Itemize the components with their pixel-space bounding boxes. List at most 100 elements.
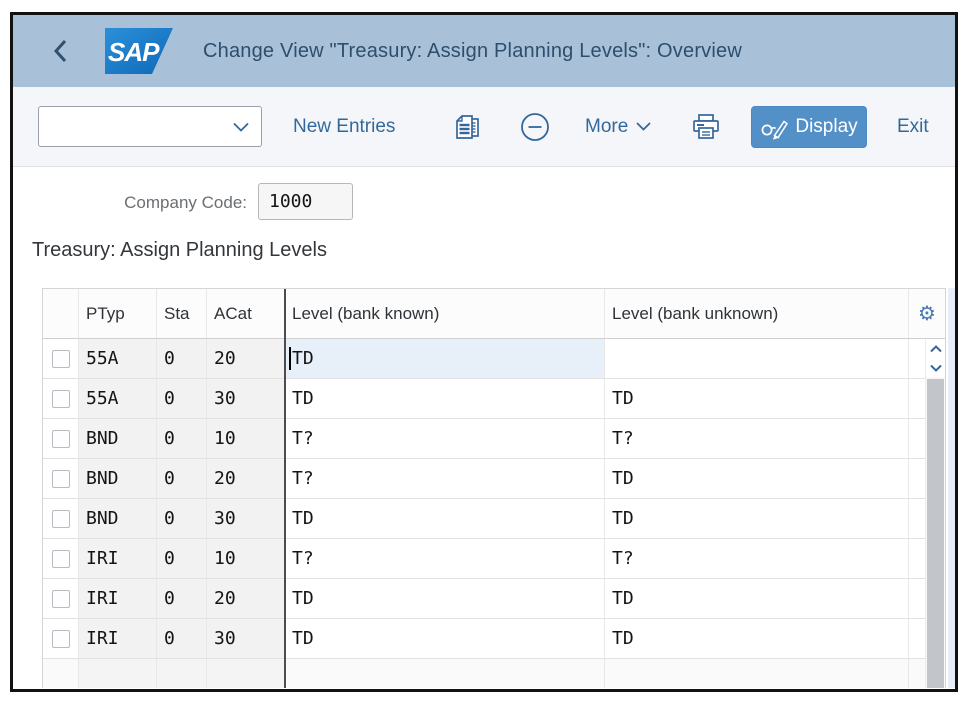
- display-button-label: Display: [795, 116, 858, 137]
- page-scrollbar-track: [948, 288, 955, 688]
- table-row: BND 0 10 T? T?: [43, 419, 945, 459]
- level-unknown-cell[interactable]: TD: [605, 499, 909, 538]
- display-toggle-button[interactable]: Display: [751, 106, 867, 148]
- chevron-down-icon: [929, 364, 942, 372]
- selection-corner: [595, 368, 607, 380]
- deselect-button[interactable]: [519, 87, 551, 166]
- level-known-cell[interactable]: TD: [285, 379, 605, 418]
- level-known-cell[interactable]: T?: [285, 459, 605, 498]
- row-select-cell: [43, 499, 79, 538]
- back-chevron-icon: [53, 39, 67, 63]
- chevron-down-icon: [636, 122, 651, 131]
- table-body: 55A 0 20 TD 55A 0 30 TD TD BND 0 10 T? T…: [43, 339, 945, 659]
- more-menu-button[interactable]: More: [585, 87, 651, 166]
- row-checkbox[interactable]: [51, 429, 70, 448]
- level-unknown-cell[interactable]: T?: [605, 419, 909, 458]
- col-header-ptyp: PTyp: [79, 289, 157, 338]
- new-entries-button[interactable]: New Entries: [293, 115, 396, 137]
- level-unknown-cell[interactable]: TD: [605, 619, 909, 658]
- level-known-cell[interactable]: T?: [285, 419, 605, 458]
- sap-logo: SAP: [105, 28, 173, 74]
- page-title: Change View "Treasury: Assign Planning L…: [203, 39, 742, 62]
- row-checkbox[interactable]: [51, 629, 70, 648]
- sta-cell: 0: [157, 419, 207, 458]
- row-checkbox[interactable]: [51, 509, 70, 528]
- ptyp-cell: IRI: [79, 619, 157, 658]
- row-checkbox[interactable]: [51, 469, 70, 488]
- chevron-up-icon: [929, 344, 942, 352]
- content-area: Company Code: 1000 Treasury: Assign Plan…: [13, 167, 955, 688]
- row-checkbox[interactable]: [51, 589, 70, 608]
- ptyp-cell: IRI: [79, 579, 157, 618]
- row-select-cell: [43, 619, 79, 658]
- table-row: IRI 0 30 TD TD: [43, 619, 945, 659]
- table-row: 55A 0 20 TD: [43, 339, 945, 379]
- level-unknown-cell[interactable]: TD: [605, 579, 909, 618]
- table-row: BND 0 30 TD TD: [43, 499, 945, 539]
- level-known-cell[interactable]: T?: [285, 539, 605, 578]
- level-unknown-cell[interactable]: [605, 339, 909, 378]
- row-select-cell: [43, 459, 79, 498]
- table-row: BND 0 20 T? TD: [43, 459, 945, 499]
- col-header-level-unknown: Level (bank unknown): [605, 289, 909, 338]
- acat-cell: 30: [207, 499, 285, 538]
- acat-cell: 20: [207, 579, 285, 618]
- exit-button[interactable]: Exit: [897, 115, 929, 137]
- row-select-cell: [43, 539, 79, 578]
- toolbar: New Entries More: [13, 87, 955, 167]
- level-known-cell[interactable]: TD: [285, 579, 605, 618]
- level-unknown-cell[interactable]: T?: [605, 539, 909, 578]
- acat-cell: 10: [207, 539, 285, 578]
- table-row: IRI 0 10 T? T?: [43, 539, 945, 579]
- ptyp-cell: BND: [79, 459, 157, 498]
- selection-corner: [595, 337, 607, 349]
- ptyp-cell: BND: [79, 419, 157, 458]
- header-bar: SAP Change View "Treasury: Assign Planni…: [13, 15, 955, 87]
- back-button[interactable]: [53, 39, 69, 63]
- row-checkbox[interactable]: [51, 349, 70, 368]
- sta-cell: 0: [157, 499, 207, 538]
- row-select-cell: [43, 379, 79, 418]
- row-select-cell: [43, 419, 79, 458]
- print-button[interactable]: [690, 87, 722, 166]
- gear-icon: ⚙: [918, 301, 936, 325]
- table-scrollbar[interactable]: [925, 339, 945, 688]
- table-settings-button[interactable]: ⚙: [909, 289, 945, 338]
- row-checkbox[interactable]: [51, 549, 70, 568]
- level-unknown-cell[interactable]: TD: [605, 459, 909, 498]
- col-header-select: [43, 289, 79, 338]
- level-known-cell[interactable]: TD: [285, 499, 605, 538]
- scroll-down-button[interactable]: [926, 358, 945, 377]
- sta-cell: 0: [157, 339, 207, 378]
- ptyp-cell: 55A: [79, 339, 157, 378]
- table-header-row: PTyp Sta ACat Level (bank known) Level (…: [43, 289, 945, 339]
- level-known-cell[interactable]: TD: [285, 619, 605, 658]
- ptyp-cell: IRI: [79, 539, 157, 578]
- selection-corner: [282, 368, 294, 380]
- chevron-down-icon: [233, 122, 249, 132]
- level-unknown-cell[interactable]: TD: [605, 379, 909, 418]
- scroll-up-button[interactable]: [926, 339, 945, 358]
- table-row: 55A 0 30 TD TD: [43, 379, 945, 419]
- col-header-level-known: Level (bank known): [285, 289, 605, 338]
- section-title: Treasury: Assign Planning Levels: [32, 239, 327, 261]
- col-header-sta: Sta: [157, 289, 207, 338]
- row-select-cell: [43, 579, 79, 618]
- copy-entries-button[interactable]: [453, 87, 483, 166]
- acat-cell: 10: [207, 419, 285, 458]
- row-select-cell: [43, 339, 79, 378]
- minus-circle-icon: [521, 112, 549, 141]
- row-checkbox[interactable]: [51, 389, 70, 408]
- command-combobox[interactable]: [38, 106, 262, 147]
- sta-cell: 0: [157, 379, 207, 418]
- acat-cell: 30: [207, 379, 285, 418]
- selection-corner: [282, 337, 294, 349]
- app-window: SAP Change View "Treasury: Assign Planni…: [10, 12, 958, 692]
- scrollbar-thumb[interactable]: [927, 379, 944, 688]
- planning-levels-table: PTyp Sta ACat Level (bank known) Level (…: [42, 288, 946, 688]
- company-code-field[interactable]: 1000: [258, 183, 353, 220]
- printer-icon: [693, 113, 719, 139]
- ptyp-cell: BND: [79, 499, 157, 538]
- selected-cell[interactable]: TD: [285, 339, 605, 378]
- sta-cell: 0: [157, 459, 207, 498]
